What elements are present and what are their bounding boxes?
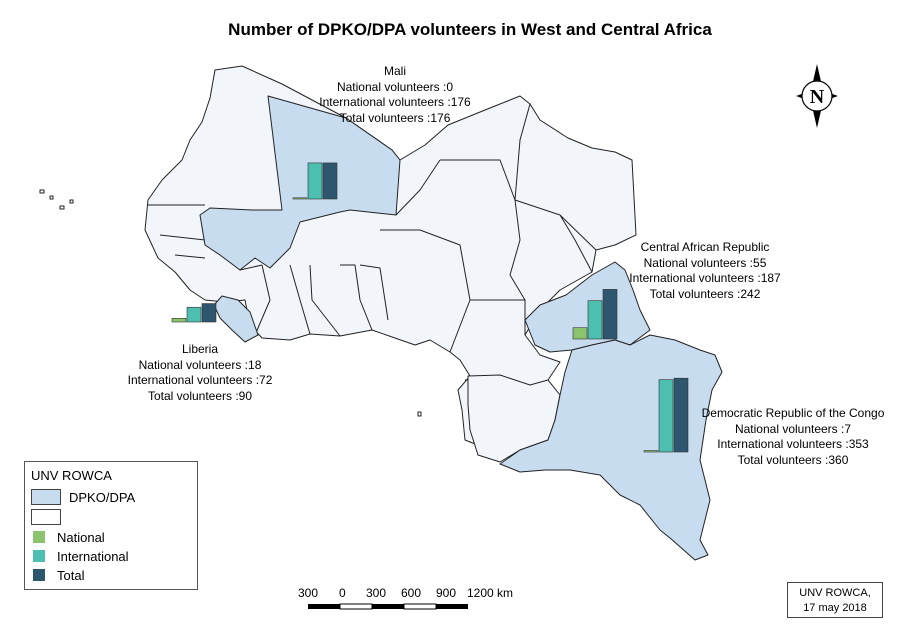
scale-label: 300 [298,586,319,600]
annotation-country: Democratic Republic of the Congo [701,406,885,420]
annotation-country: Central African Republic [640,240,770,254]
annotation-international: International volunteers :72 [127,373,273,387]
legend: UNV ROWCA DPKO/DPA National Internationa… [24,461,198,590]
small-island [417,411,422,417]
legend-label: National [57,529,105,545]
bar-democratic-republic-of-the-congo-total [673,377,689,453]
credit-line-2: 17 may 2018 [803,602,867,614]
north-arrow-icon: N [796,64,838,128]
annotation-total: Total volunteers :360 [737,452,849,467]
country-car [524,261,651,353]
legend-header: UNV ROWCA [31,468,112,483]
bar-central-african-republic-international [587,300,603,340]
scale-segment [308,604,340,609]
bar-mali-national [292,197,308,200]
annotation-national: National volunteers :7 [734,421,852,436]
scale-label: 0 [339,586,346,600]
map-title: Number of DPKO/DPA volunteers in West an… [228,20,712,39]
bar-charts [171,162,689,453]
annotation-international: International volunteers :176 [319,95,471,109]
legend-item-dpko: DPKO/DPA [31,488,135,506]
annotation-national: National volunteers :18 [138,357,262,372]
annotation-country: Liberia [181,342,219,356]
scale-segment [436,604,468,609]
credit-line-1: UNV ROWCA, [799,587,871,599]
legend-item-international: International [31,547,129,565]
legend-label: DPKO/DPA [69,489,136,505]
cape-verde-islands [39,189,74,210]
annotation-national: National volunteers :55 [643,255,767,270]
legend-item-national: National [31,528,105,546]
legend-label: International [57,548,129,564]
scale-bar [308,603,468,610]
scale-segment [372,604,404,609]
annotation-international: International volunteers :353 [717,437,869,451]
annotation-total: Total volunteers :176 [339,110,451,125]
annotation-international: International volunteers :187 [629,271,781,285]
annotation-drc: Democratic Republic of the Congo Nationa… [700,406,886,468]
annotation-mali: Mali National volunteers :0 Internationa… [300,64,490,126]
bar-democratic-republic-of-the-congo-national [643,450,659,453]
legend-label: Total [57,567,85,583]
annotation-national: National volunteers :0 [336,79,454,94]
annotation-liberia: Liberia National volunteers :18 Internat… [110,342,290,404]
bar-central-african-republic-total [602,289,618,340]
bar-central-african-republic-national [572,327,588,340]
scale-label: 900 [436,586,457,600]
bar-mali-total [322,162,338,200]
bar-mali-international [307,162,323,200]
west-africa-region [144,65,637,447]
bar-democratic-republic-of-the-congo-international [658,379,674,453]
legend-item-other [31,508,69,526]
scale-label: 600 [401,586,422,600]
legend-item-total: Total [31,566,84,584]
annotation-total: Total volunteers :90 [147,388,253,403]
scale-label: 1200 km [467,586,514,600]
bar-liberia-total [201,303,217,323]
scale-segment [339,603,373,610]
scale-label: 300 [366,586,387,600]
legend-swatch [33,531,45,543]
north-arrow-letter: N [810,86,825,108]
legend-swatch [31,509,61,525]
country-mali [199,95,401,271]
annotation-total: Total volunteers :242 [649,286,761,301]
credit-box: UNV ROWCA, 17 may 2018 [787,582,883,618]
annotation-country: Mali [383,64,406,78]
legend-swatch [33,569,45,581]
scale-segment [403,603,437,610]
legend-swatch [31,489,61,505]
bar-liberia-international [186,306,202,323]
bar-liberia-national [171,318,187,323]
annotation-car: Central African Republic National volunt… [620,240,790,302]
legend-swatch [33,550,45,562]
